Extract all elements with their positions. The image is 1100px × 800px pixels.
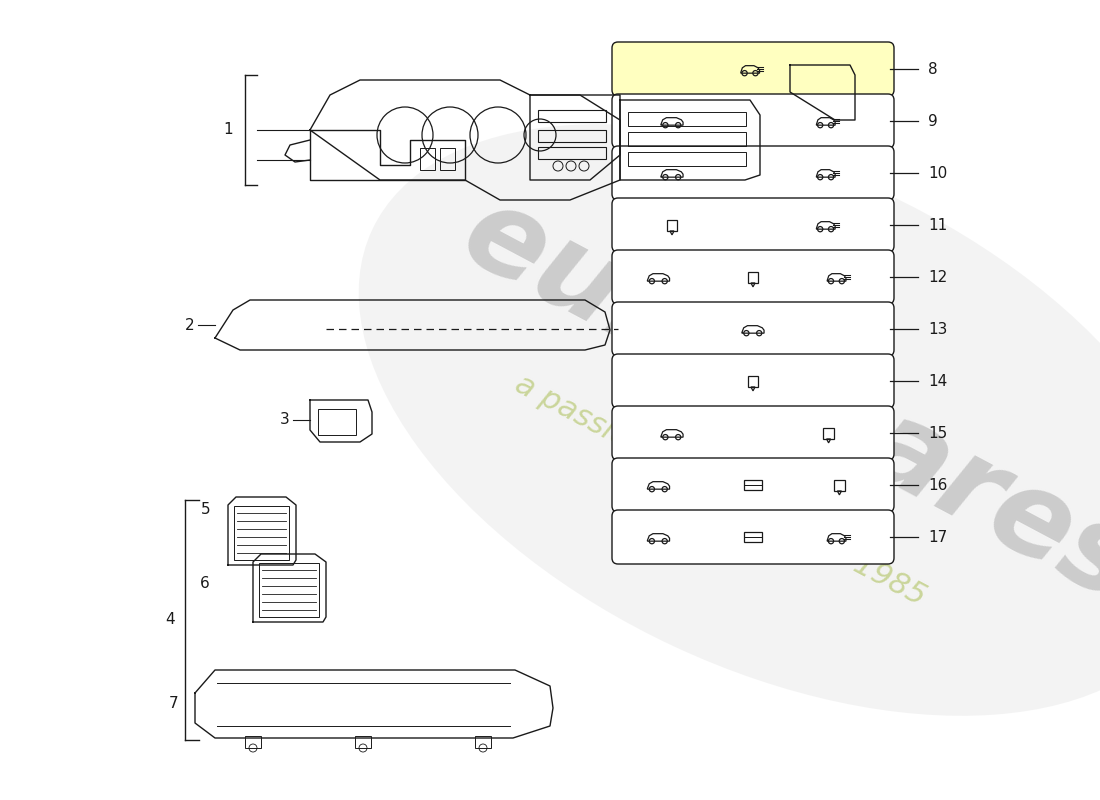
Text: 15: 15	[928, 426, 947, 441]
FancyBboxPatch shape	[612, 354, 894, 408]
Bar	[538, 110, 606, 122]
FancyBboxPatch shape	[612, 510, 894, 564]
Text: 9: 9	[928, 114, 937, 129]
Text: 14: 14	[928, 374, 947, 389]
Bar	[628, 112, 746, 126]
Bar	[258, 563, 319, 617]
Bar	[834, 480, 845, 491]
Bar	[744, 532, 762, 542]
Text: 8: 8	[928, 62, 937, 77]
FancyBboxPatch shape	[612, 198, 894, 252]
Bar	[667, 220, 678, 231]
Text: a passion for parts since 1985: a passion for parts since 1985	[509, 369, 931, 611]
Bar	[420, 148, 434, 170]
Text: 1: 1	[223, 122, 233, 138]
Bar	[748, 376, 758, 387]
Text: 7: 7	[168, 695, 178, 710]
Bar	[538, 147, 606, 159]
FancyBboxPatch shape	[612, 458, 894, 512]
Bar	[823, 428, 834, 439]
Text: 3: 3	[280, 413, 290, 427]
Bar	[748, 272, 758, 283]
Bar	[538, 130, 606, 142]
Text: 17: 17	[928, 530, 947, 545]
Bar	[245, 736, 261, 748]
Text: 13: 13	[928, 322, 947, 337]
Text: 4: 4	[165, 613, 175, 627]
FancyBboxPatch shape	[612, 42, 894, 96]
Bar	[628, 132, 746, 146]
Text: 16: 16	[928, 478, 947, 493]
Bar	[744, 480, 762, 490]
Text: eurospares: eurospares	[443, 174, 1100, 626]
Text: 12: 12	[928, 270, 947, 285]
Text: 10: 10	[928, 166, 947, 181]
Text: 2: 2	[186, 318, 195, 333]
Bar	[355, 736, 371, 748]
FancyBboxPatch shape	[612, 146, 894, 200]
FancyBboxPatch shape	[612, 94, 894, 148]
Text: 6: 6	[200, 577, 210, 591]
Bar	[234, 506, 289, 560]
Bar	[318, 409, 356, 435]
FancyBboxPatch shape	[612, 406, 894, 460]
FancyBboxPatch shape	[612, 250, 894, 304]
Ellipse shape	[359, 124, 1100, 716]
Bar	[628, 152, 746, 166]
Text: 11: 11	[928, 218, 947, 233]
Bar	[475, 736, 491, 748]
Bar	[440, 148, 455, 170]
FancyBboxPatch shape	[612, 302, 894, 356]
Text: 5: 5	[200, 502, 210, 518]
